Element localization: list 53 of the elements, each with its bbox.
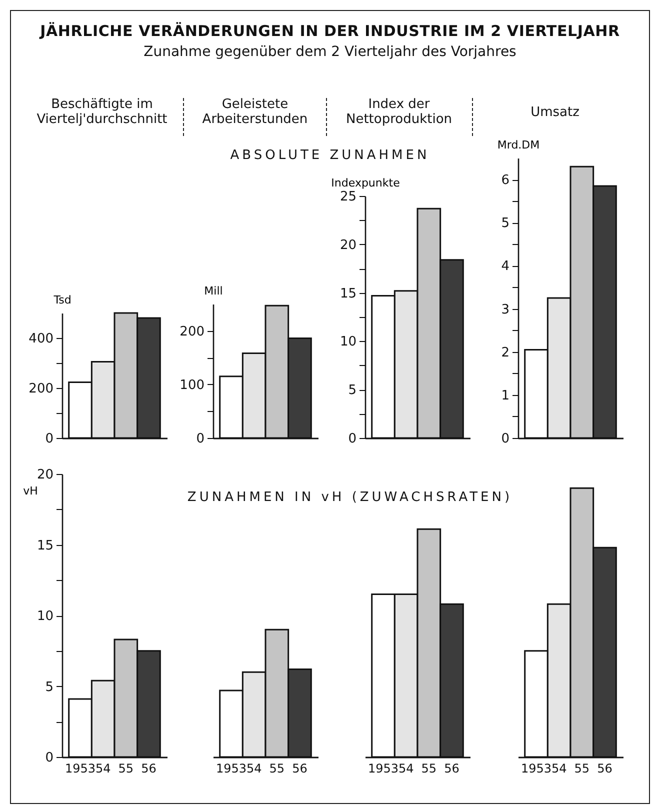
y-tick-label: 25 (340, 190, 356, 204)
x-tick-label: 55 (118, 762, 134, 776)
y-tick-label: 5 (45, 680, 54, 695)
y-tick-label: 0 (348, 432, 356, 446)
y-tick-label: 5 (348, 383, 356, 398)
x-tick-label: 54 (95, 762, 111, 776)
x-tick-label: 54 (246, 762, 262, 776)
y-tick-label: 20 (340, 238, 356, 253)
x-tick-label: 55 (421, 762, 437, 776)
text: Geleistete Arbeiterstunden (201, 97, 309, 127)
y-tick-label: 20 (36, 468, 54, 482)
y-tick-label: 10 (36, 609, 54, 624)
text: Beschäftigte im Viertelj'durchschnitt (36, 97, 168, 127)
x-tick-label: 56 (292, 762, 308, 776)
y-tick-label: 6 (501, 173, 510, 188)
x-tick-label: 55 (574, 762, 590, 776)
y-tick-label: 200 (180, 324, 204, 340)
y-tick-label: 0 (196, 432, 204, 446)
x-tick-label: 54 (551, 762, 567, 776)
x-tick-label: 56 (597, 762, 612, 776)
y-tick-label: 0 (45, 750, 54, 766)
y-tick-label: 0 (45, 432, 54, 446)
x-tick-label: 1953 (216, 762, 247, 776)
text: Index der Nettoproduktion (344, 97, 454, 127)
y-tick-label: 2 (501, 345, 510, 360)
x-tick-label: 54 (398, 762, 414, 776)
y-axis-title: Tsd (52, 294, 72, 306)
x-tick-label: 1953 (64, 762, 96, 776)
x-tick-label: 56 (141, 762, 156, 776)
y-tick-label: 0 (501, 432, 510, 446)
text: JÄHRLICHE VERÄNDERUNGEN IN DER INDUSTRIE IM 2 VIERTELJAHR (38, 22, 621, 40)
y-axis-title: Mrd.DM (497, 138, 540, 152)
x-tick-label: 1953 (520, 762, 552, 776)
y-axis-title: Mill (204, 284, 223, 298)
y-tick-label: 4 (501, 259, 510, 274)
y-tick-label: 1 (501, 388, 510, 404)
text: ABSOLUTE ZUNAHMEN (229, 148, 431, 163)
x-tick-label: 56 (444, 762, 460, 776)
y-tick-label: 3 (501, 302, 510, 318)
text: Zunahme gegenüber dem 2 Vierteljahr des Vorjahres (142, 44, 518, 60)
y-tick-label: 100 (180, 378, 204, 393)
y-tick-label: 15 (340, 286, 356, 302)
text: Umsatz (530, 104, 580, 120)
x-tick-label: 1953 (368, 762, 399, 776)
y-tick-label: 400 (28, 332, 54, 346)
y-tick-label: 5 (501, 216, 510, 232)
y-tick-label: 200 (28, 382, 54, 396)
y-axis-title: vH (23, 484, 38, 498)
y-axis-title: Indexpunkte (331, 176, 400, 190)
x-tick-label: 55 (269, 762, 285, 776)
y-tick-label: 15 (36, 538, 54, 554)
y-tick-label: 10 (340, 334, 356, 350)
annotation: ZUNAHMEN IN vH (ZUWACHSRATEN) (186, 490, 514, 505)
